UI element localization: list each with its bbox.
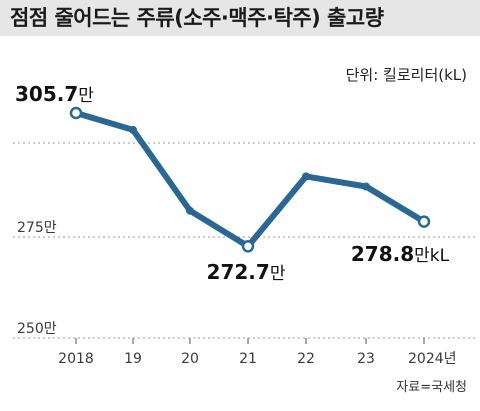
data-point-4 — [302, 172, 310, 181]
x-tick-label-5: 23 — [357, 351, 375, 367]
x-tick-label-0: 2018 — [58, 351, 94, 367]
data-point-2 — [186, 206, 194, 215]
highlight-marker-3 — [241, 240, 255, 253]
data-label-1: 272.7만 — [207, 260, 286, 284]
y-tick-label-0: 275만 — [17, 220, 57, 236]
x-tick-label-6: 2024년 — [408, 351, 457, 367]
data-label-2: 278.8만kL — [351, 242, 450, 266]
highlight-marker-6 — [417, 215, 431, 228]
x-tick-label-2: 20 — [181, 351, 199, 367]
chart-title: 점점 줄어드는 주류(소주·맥주·탁주) 출고량 — [0, 0, 480, 36]
series-layer — [69, 106, 431, 253]
data-label-layer: 305.7만 272.7만 278.8만kL — [15, 82, 450, 284]
data-point-1 — [129, 125, 137, 134]
highlight-marker-0 — [69, 106, 83, 120]
data-label-0: 305.7만 — [15, 82, 94, 106]
source-note: 자료=국세청 — [396, 380, 467, 395]
x-tick-label-3: 21 — [239, 351, 257, 367]
series-line — [73, 110, 427, 250]
data-point-5 — [362, 182, 370, 191]
unit-label: 단위: 킬로리터(kL) — [345, 66, 467, 84]
grid-layer — [13, 142, 475, 339]
x-tick-label-1: 19 — [124, 351, 142, 367]
y-tick-label-1: 250만 — [17, 321, 57, 337]
x-tick-label-4: 22 — [297, 351, 315, 367]
